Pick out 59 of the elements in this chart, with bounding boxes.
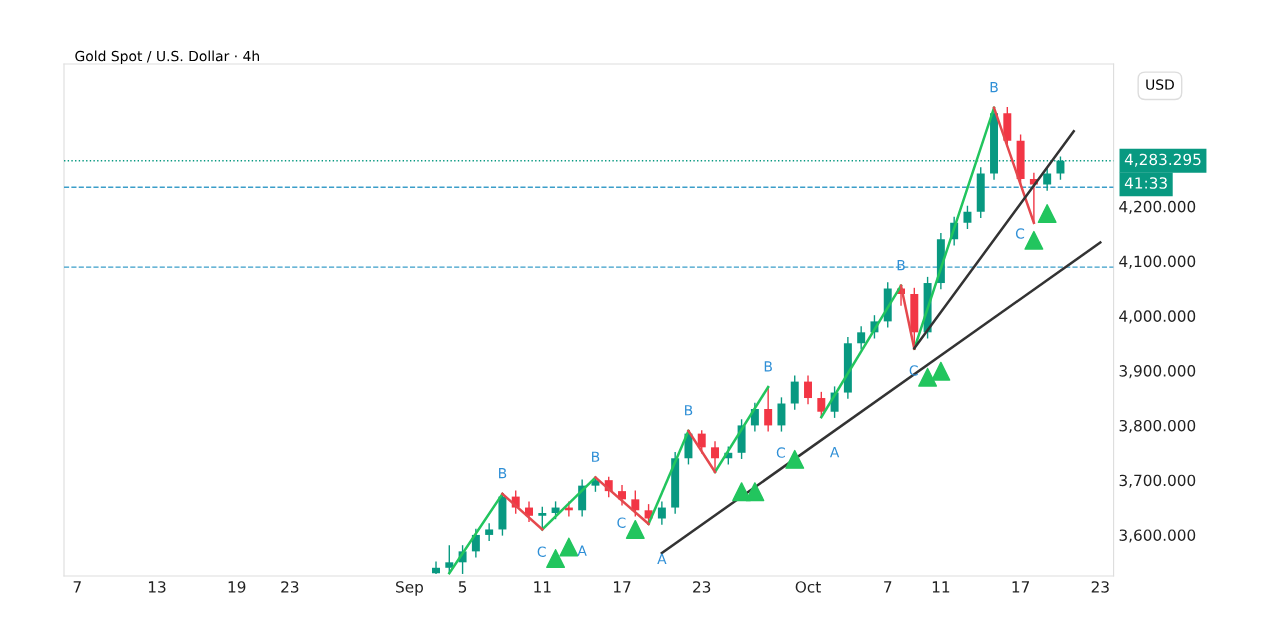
candlestick bbox=[631, 490, 640, 517]
annotation: C bbox=[617, 517, 626, 528]
point bbox=[785, 449, 805, 469]
x-tick-label: 23 bbox=[281, 581, 299, 593]
point bbox=[625, 519, 645, 539]
candlestick bbox=[857, 326, 866, 350]
annotation: C bbox=[1015, 228, 1025, 239]
annotation: A bbox=[657, 553, 667, 564]
y-tick-label: 3,800.000 bbox=[1119, 419, 1196, 433]
chart-title: Gold Spot / U.S. Dollar · 4h bbox=[75, 50, 259, 64]
point bbox=[745, 482, 765, 502]
y-tick-label: 3,700.000 bbox=[1119, 474, 1196, 488]
x-tick-label: 7 bbox=[73, 581, 81, 593]
x-tick-label: 11 bbox=[932, 581, 950, 593]
ref-line-label: 4,283.295 bbox=[1124, 153, 1201, 167]
candlestick bbox=[764, 386, 773, 432]
candlestick bbox=[485, 523, 494, 542]
point bbox=[559, 537, 579, 557]
candlestick bbox=[963, 205, 972, 229]
x-tick-label: 11 bbox=[534, 581, 551, 593]
text: 41:33 bbox=[1124, 177, 1167, 189]
annotation: C bbox=[909, 365, 918, 376]
x-tick-label: 13 bbox=[148, 581, 166, 593]
annotation: A bbox=[577, 545, 587, 556]
x-tick-label: 17 bbox=[1012, 581, 1030, 593]
x-tick-label: 17 bbox=[613, 581, 631, 593]
annotation: B bbox=[499, 468, 507, 479]
x-tick-label: 19 bbox=[228, 581, 246, 593]
candlestick bbox=[777, 397, 786, 432]
candlestick bbox=[1043, 167, 1052, 191]
x-tick-label: 23 bbox=[1091, 581, 1109, 593]
annotation: B bbox=[685, 405, 693, 416]
candlestick bbox=[657, 501, 666, 525]
x-tick-label: 5 bbox=[458, 581, 467, 593]
point bbox=[931, 361, 951, 381]
annotation: C bbox=[537, 546, 546, 557]
annotation: B bbox=[592, 451, 600, 462]
annotation: A bbox=[829, 447, 840, 458]
y-tick-label: 4,100.000 bbox=[1119, 255, 1196, 269]
point bbox=[918, 367, 938, 387]
annotation: B bbox=[990, 82, 998, 93]
candlestick bbox=[432, 561, 440, 574]
y-tick-label: 3,600.000 bbox=[1119, 529, 1196, 543]
x-tick-label: 7 bbox=[884, 581, 892, 593]
x-tick-label: Oct bbox=[795, 581, 821, 593]
text: USD bbox=[1146, 79, 1174, 90]
point bbox=[1037, 204, 1057, 223]
x-tick-label: Sep bbox=[396, 581, 423, 596]
point bbox=[546, 548, 566, 568]
point bbox=[1024, 230, 1044, 250]
y-tick-label: 3,900.000 bbox=[1119, 365, 1196, 379]
y-tick-label: 4,200.000 bbox=[1119, 200, 1196, 214]
x-tick-label: 23 bbox=[693, 581, 711, 593]
candlestick bbox=[790, 375, 799, 410]
annotation: B bbox=[764, 361, 772, 372]
candlestick bbox=[804, 375, 813, 405]
candlestick bbox=[445, 545, 454, 574]
annotation: C bbox=[776, 447, 785, 458]
y-tick-label: 4,000.000 bbox=[1119, 310, 1196, 324]
